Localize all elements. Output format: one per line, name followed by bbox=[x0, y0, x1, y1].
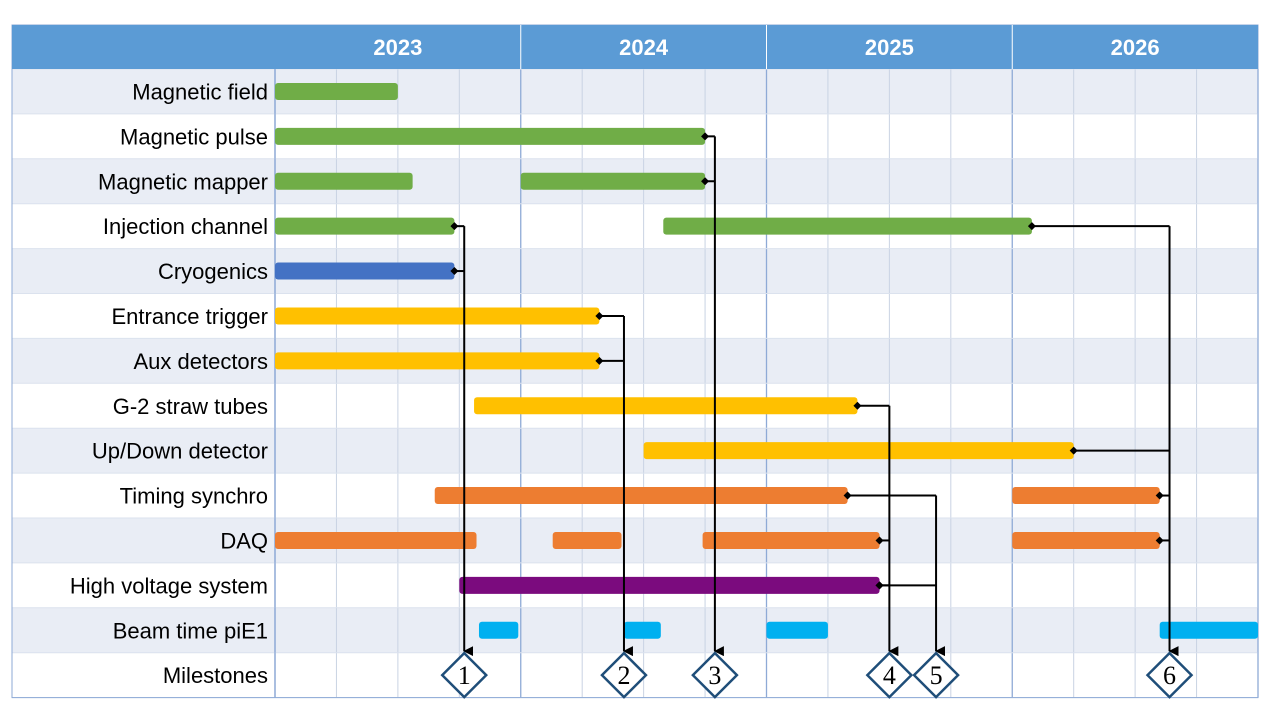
header-band bbox=[12, 25, 1258, 69]
task-bar bbox=[275, 127, 706, 145]
year-header: 2023 2024 2025 2026 bbox=[12, 25, 1258, 69]
milestone-label: 1 bbox=[458, 661, 471, 690]
row-background bbox=[12, 248, 1258, 294]
row-label: Timing synchro bbox=[120, 484, 268, 509]
connector-endpoint bbox=[1155, 491, 1164, 500]
connector-endpoint bbox=[701, 177, 710, 186]
row-label: G-2 straw tubes bbox=[113, 394, 268, 419]
milestone-diamond bbox=[440, 651, 488, 699]
connector-endpoint bbox=[875, 536, 884, 545]
task-bar bbox=[275, 352, 600, 370]
row-background bbox=[12, 293, 1258, 339]
row-label: Milestones bbox=[163, 663, 268, 688]
row-label: Magnetic pulse bbox=[120, 124, 268, 149]
connector-endpoint bbox=[875, 581, 884, 590]
row-label: High voltage system bbox=[70, 573, 268, 598]
connector-endpoint bbox=[701, 132, 710, 141]
task-bar bbox=[275, 307, 600, 325]
connector-endpoint bbox=[1069, 446, 1078, 455]
year-label: 2024 bbox=[619, 35, 669, 60]
row-label: DAQ bbox=[220, 528, 268, 553]
task-bar bbox=[478, 621, 519, 639]
row-label: Magnetic field bbox=[132, 79, 268, 104]
connector-endpoint bbox=[450, 267, 459, 276]
row-label: Aux detectors bbox=[133, 349, 268, 374]
connector-endpoint bbox=[853, 401, 862, 410]
connector-endpoint bbox=[595, 311, 604, 320]
milestone-label: 4 bbox=[883, 661, 896, 690]
task-bar bbox=[643, 442, 1074, 460]
row-label: Injection channel bbox=[103, 214, 268, 239]
task-bar bbox=[275, 82, 398, 100]
task-bar bbox=[1159, 621, 1258, 639]
milestone-diamond bbox=[1145, 651, 1194, 699]
row-backgrounds bbox=[12, 69, 1258, 698]
milestone-label: 6 bbox=[1163, 661, 1176, 690]
row-labels: Magnetic field Magnetic pulse Magnetic map… bbox=[70, 79, 268, 688]
milestone-diamond bbox=[912, 651, 960, 699]
task-bar bbox=[275, 262, 455, 280]
task-bar bbox=[275, 217, 455, 235]
task-bar bbox=[766, 621, 828, 639]
task-bar bbox=[275, 172, 413, 190]
connector-endpoint bbox=[843, 491, 852, 500]
task-bar bbox=[1012, 531, 1160, 549]
row-label: Entrance trigger bbox=[111, 304, 268, 329]
row-label: Magnetic mapper bbox=[98, 169, 268, 194]
task-bar bbox=[552, 531, 622, 549]
milestone-label: 2 bbox=[617, 661, 630, 690]
milestone-diamond bbox=[600, 651, 648, 699]
connector-endpoint bbox=[1027, 222, 1036, 231]
milestone-diamond bbox=[865, 651, 914, 699]
milestone-label: 3 bbox=[708, 661, 721, 690]
row-label: Beam time piE1 bbox=[113, 618, 268, 643]
milestone-connectors bbox=[450, 132, 1179, 657]
milestone-label: 5 bbox=[930, 661, 943, 690]
milestone-diamond bbox=[691, 651, 739, 699]
task-bars bbox=[275, 82, 1258, 639]
year-label: 2025 bbox=[865, 35, 914, 60]
task-bar bbox=[474, 397, 858, 415]
connector-endpoint bbox=[595, 356, 604, 365]
connector-endpoint bbox=[1155, 536, 1164, 545]
connector-endpoint bbox=[450, 222, 459, 231]
row-label: Cryogenics bbox=[158, 259, 268, 284]
task-bar bbox=[1012, 487, 1160, 505]
task-bar bbox=[702, 531, 880, 549]
task-bar bbox=[623, 621, 661, 639]
row-background bbox=[12, 338, 1258, 384]
year-label: 2026 bbox=[1111, 35, 1160, 60]
task-bar bbox=[275, 531, 477, 549]
task-bar bbox=[434, 487, 848, 505]
task-bar bbox=[459, 576, 880, 594]
milestone-markers: 1 2 3 4 5 6 bbox=[440, 651, 1194, 699]
row-label: Up/Down detector bbox=[92, 439, 268, 464]
task-bar bbox=[663, 217, 1032, 235]
row-background bbox=[12, 69, 1258, 114]
task-bar bbox=[520, 172, 706, 190]
year-label: 2023 bbox=[373, 35, 422, 60]
